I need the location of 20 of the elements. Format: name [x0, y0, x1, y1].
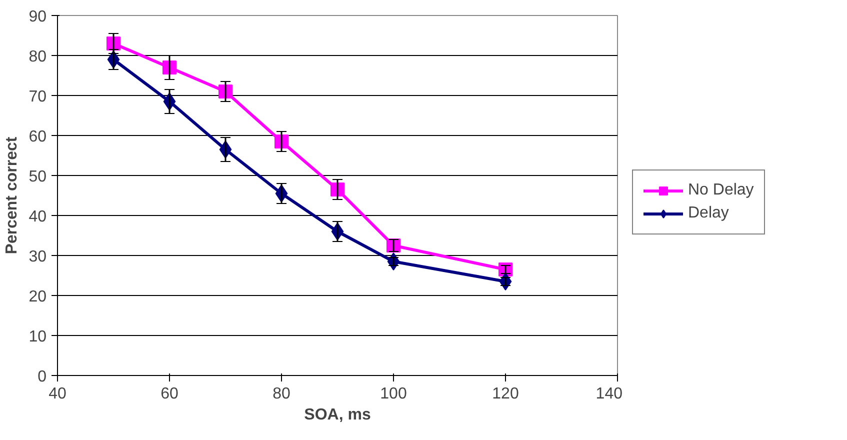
legend-label: Delay [688, 204, 729, 222]
x-tick-label: 40 [48, 386, 66, 402]
x-tick-label: 80 [272, 386, 290, 402]
y-tick-label: 70 [28, 88, 47, 106]
y-tick-label: 20 [28, 288, 47, 306]
y-tick-label: 30 [28, 248, 47, 266]
legend-label: No Delay [688, 182, 754, 200]
x-tick-label: 120 [492, 386, 519, 402]
y-axis-title: Percent correct [4, 136, 21, 254]
y-tick-label: 10 [28, 328, 47, 346]
x-tick-label: 100 [380, 386, 407, 402]
x-tick-label: 140 [596, 386, 623, 402]
y-tick-label: 90 [28, 8, 47, 26]
y-tick-label: 60 [28, 128, 47, 146]
y-tick-label: 0 [38, 368, 47, 386]
x-axis-title: SOA, ms [304, 406, 371, 424]
y-tick-label: 40 [28, 208, 47, 226]
y-tick-label: 50 [28, 168, 47, 186]
y-tick-label: 80 [28, 48, 47, 66]
x-tick-label: 60 [160, 386, 178, 402]
